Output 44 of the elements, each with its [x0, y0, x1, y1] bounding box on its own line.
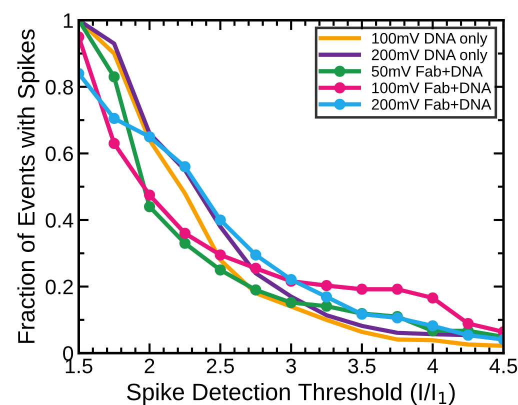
- point: [214, 214, 226, 226]
- point: [108, 138, 120, 149]
- legend-label: 50mV Fab+DNA: [372, 66, 483, 77]
- x-axis-title: Spike Detection Threshold (I/I$_{1}$): [127, 382, 455, 405]
- point: [320, 291, 332, 302]
- legend-label: 200mV Fab+DNA: [372, 98, 492, 110]
- point: [108, 71, 120, 82]
- point: [250, 249, 262, 261]
- point: [179, 238, 190, 249]
- legend-label: 200mV DNA only: [372, 49, 488, 64]
- point: [179, 161, 190, 172]
- point: [214, 264, 226, 276]
- x-tick-label: 4: [427, 358, 438, 374]
- point: [356, 284, 368, 295]
- point: [427, 292, 438, 304]
- y-tick-label: 0.8: [46, 80, 73, 95]
- y-tick-label: 1: [64, 13, 73, 28]
- x-tick-label: 2: [144, 358, 154, 374]
- x-tick-label: 3.5: [348, 358, 376, 374]
- legend-label: 100mV DNA only: [372, 32, 488, 47]
- x-tick-label: 1.5: [66, 358, 92, 374]
- x-tick-label: 4.5: [489, 358, 518, 374]
- point: [462, 330, 474, 341]
- point: [144, 189, 156, 201]
- point: [179, 228, 190, 239]
- y-tick-label: 0.6: [46, 146, 73, 162]
- point: [250, 284, 262, 296]
- x-tick-label: 2.5: [206, 358, 234, 374]
- point: [144, 131, 156, 142]
- point: [392, 284, 403, 295]
- point: [250, 262, 262, 274]
- legend-label: 100mV Fab+DNA: [372, 82, 492, 94]
- point: [144, 201, 156, 212]
- point: [214, 249, 226, 261]
- point: [427, 320, 438, 332]
- point: [108, 112, 120, 124]
- point: [320, 300, 332, 312]
- point: [320, 280, 332, 292]
- y-tick-label: 0.2: [46, 280, 73, 294]
- point: [462, 318, 474, 330]
- y-tick-label: 0.4: [46, 212, 74, 228]
- y-axis-title: Fraction of Events with Spikes: [17, 29, 40, 343]
- x-tick-label: 3: [286, 358, 296, 374]
- point: [286, 297, 297, 308]
